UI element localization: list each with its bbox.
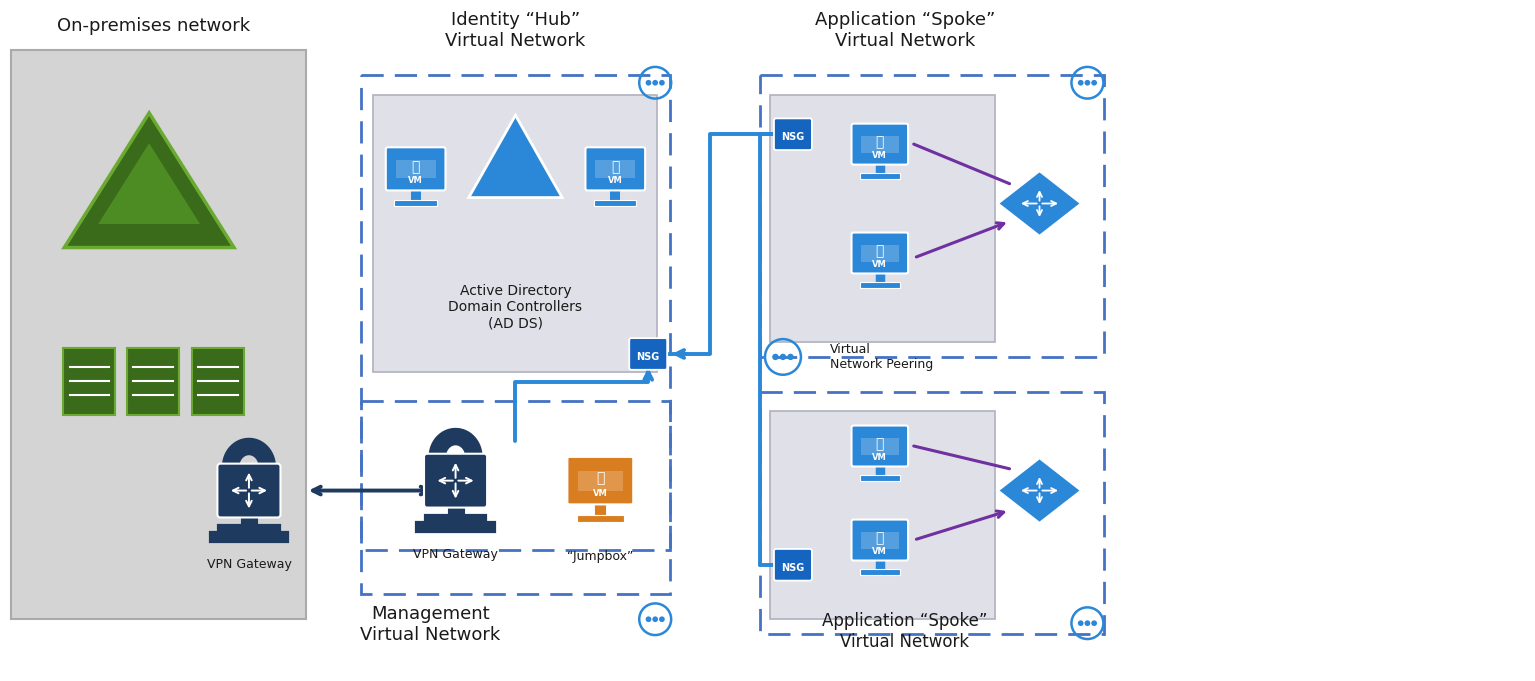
- Text: VPN Gateway: VPN Gateway: [207, 558, 292, 571]
- Text: “Jumpbox”: “Jumpbox”: [566, 550, 634, 563]
- Text: VM: VM: [408, 176, 424, 185]
- FancyBboxPatch shape: [11, 50, 305, 619]
- FancyBboxPatch shape: [594, 200, 637, 206]
- FancyBboxPatch shape: [394, 200, 437, 206]
- Circle shape: [1091, 80, 1098, 86]
- Circle shape: [787, 353, 794, 360]
- Text: Active Directory
Domain Controllers
(AD DS): Active Directory Domain Controllers (AD …: [448, 284, 582, 331]
- FancyBboxPatch shape: [861, 245, 898, 262]
- FancyBboxPatch shape: [861, 136, 898, 153]
- Text: NSG: NSG: [781, 132, 804, 142]
- Polygon shape: [468, 115, 562, 197]
- Text: On-premises network: On-premises network: [57, 17, 250, 35]
- Polygon shape: [998, 171, 1082, 236]
- Text: VM: VM: [872, 259, 887, 268]
- FancyBboxPatch shape: [385, 147, 445, 191]
- FancyBboxPatch shape: [577, 515, 623, 522]
- Circle shape: [659, 80, 665, 86]
- FancyBboxPatch shape: [396, 160, 436, 178]
- Text: NSG: NSG: [781, 563, 804, 573]
- FancyBboxPatch shape: [860, 174, 900, 180]
- FancyBboxPatch shape: [860, 569, 900, 575]
- FancyBboxPatch shape: [774, 549, 812, 581]
- FancyBboxPatch shape: [860, 475, 900, 481]
- Text: VPN Gateway: VPN Gateway: [413, 548, 497, 561]
- Circle shape: [646, 80, 651, 86]
- FancyBboxPatch shape: [579, 471, 623, 491]
- FancyBboxPatch shape: [373, 95, 657, 372]
- FancyBboxPatch shape: [852, 520, 909, 560]
- Circle shape: [1078, 80, 1084, 86]
- Text: ⬜: ⬜: [596, 471, 605, 486]
- Circle shape: [652, 616, 659, 622]
- Text: ⬜: ⬜: [875, 437, 884, 451]
- FancyBboxPatch shape: [774, 118, 812, 150]
- Text: Application “Spoke”
Virtual Network: Application “Spoke” Virtual Network: [815, 12, 995, 50]
- Polygon shape: [64, 113, 233, 248]
- FancyBboxPatch shape: [861, 532, 898, 549]
- Text: VM: VM: [872, 151, 887, 160]
- Text: VM: VM: [608, 176, 623, 185]
- Circle shape: [1085, 80, 1090, 86]
- Circle shape: [646, 616, 651, 622]
- FancyBboxPatch shape: [852, 232, 909, 274]
- FancyBboxPatch shape: [127, 348, 180, 415]
- Text: ⬜: ⬜: [611, 160, 620, 174]
- Text: ⬜: ⬜: [875, 136, 884, 149]
- Text: Management
Virtual Network: Management Virtual Network: [361, 605, 500, 644]
- Text: Application “Spoke”
Virtual Network: Application “Spoke” Virtual Network: [823, 612, 987, 651]
- Circle shape: [659, 616, 665, 622]
- Circle shape: [652, 80, 659, 86]
- FancyBboxPatch shape: [629, 338, 668, 370]
- Text: ⬜: ⬜: [875, 244, 884, 258]
- Polygon shape: [98, 143, 200, 224]
- Text: ⬜: ⬜: [411, 160, 421, 174]
- Polygon shape: [998, 458, 1082, 523]
- FancyBboxPatch shape: [771, 95, 995, 342]
- FancyBboxPatch shape: [424, 454, 487, 507]
- Circle shape: [780, 353, 786, 360]
- FancyBboxPatch shape: [861, 438, 898, 455]
- Text: Virtual
Network Peering: Virtual Network Peering: [830, 343, 933, 371]
- FancyBboxPatch shape: [585, 147, 645, 191]
- Text: Identity “Hub”
Virtual Network: Identity “Hub” Virtual Network: [445, 12, 585, 50]
- FancyBboxPatch shape: [218, 464, 281, 518]
- FancyBboxPatch shape: [596, 160, 635, 178]
- FancyBboxPatch shape: [568, 457, 634, 505]
- FancyBboxPatch shape: [771, 411, 995, 619]
- FancyBboxPatch shape: [852, 124, 909, 165]
- FancyBboxPatch shape: [63, 348, 115, 415]
- Text: VM: VM: [872, 453, 887, 462]
- Circle shape: [772, 353, 778, 360]
- Circle shape: [1078, 620, 1084, 626]
- Circle shape: [1091, 620, 1098, 626]
- Text: VM: VM: [872, 547, 887, 556]
- Text: VM: VM: [593, 489, 608, 498]
- FancyBboxPatch shape: [860, 283, 900, 288]
- Text: NSG: NSG: [637, 351, 660, 362]
- FancyBboxPatch shape: [852, 426, 909, 466]
- FancyBboxPatch shape: [192, 348, 244, 415]
- Circle shape: [1085, 620, 1090, 626]
- Text: ⬜: ⬜: [875, 531, 884, 545]
